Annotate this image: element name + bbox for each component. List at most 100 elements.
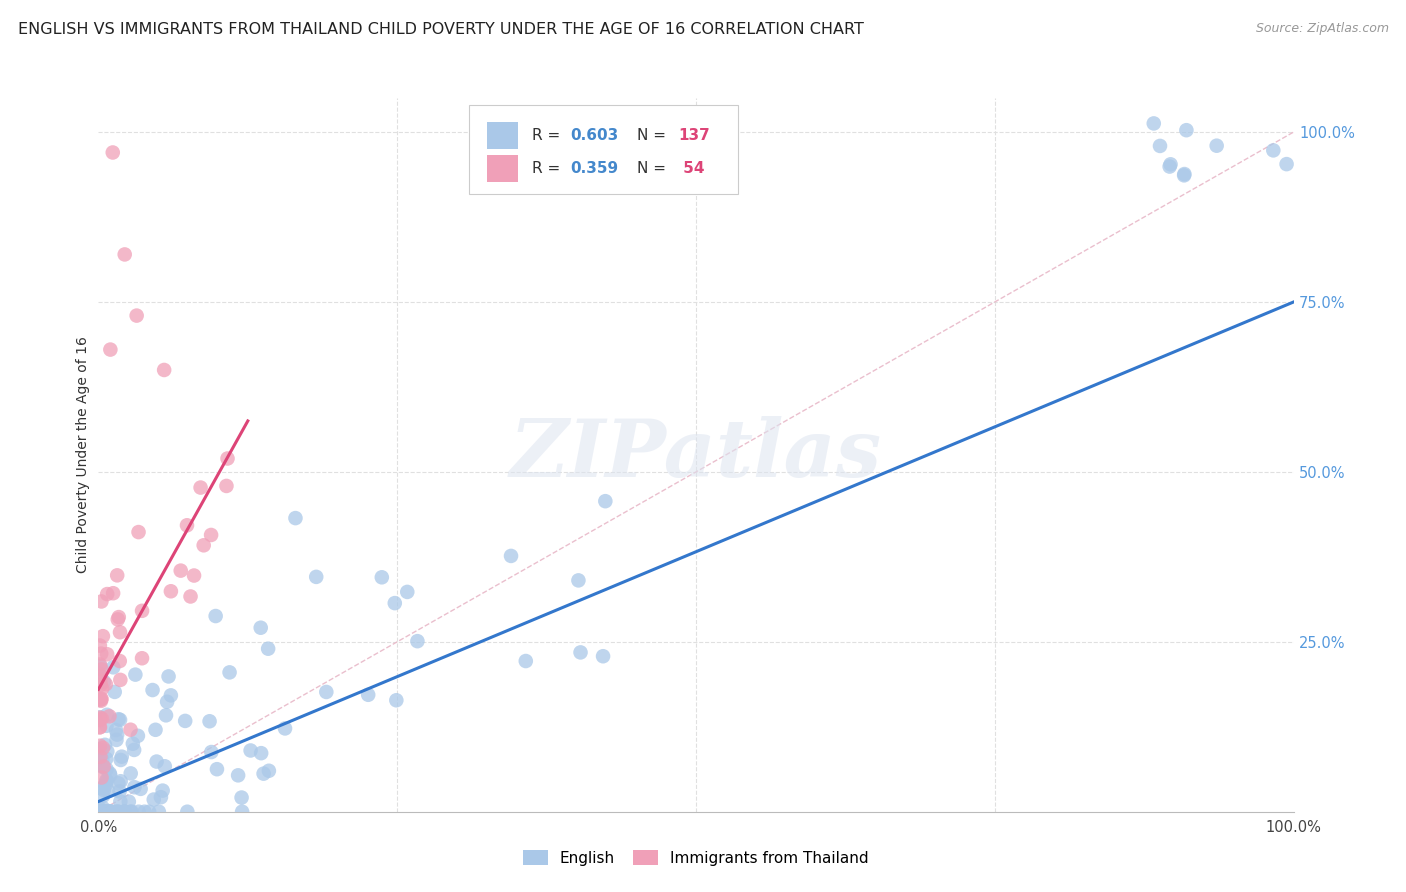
Point bbox=[96, 752, 118, 766]
Point bbox=[170, 564, 193, 578]
Point bbox=[226, 768, 249, 782]
Point bbox=[89, 673, 111, 687]
Point bbox=[90, 678, 112, 692]
Point bbox=[93, 805, 115, 819]
Point bbox=[111, 749, 134, 764]
Point bbox=[257, 764, 280, 778]
Point bbox=[198, 714, 221, 729]
Point bbox=[1205, 138, 1227, 153]
Point bbox=[125, 309, 148, 323]
Point bbox=[91, 758, 114, 772]
FancyBboxPatch shape bbox=[470, 105, 738, 194]
Point bbox=[90, 647, 112, 661]
Point bbox=[120, 805, 142, 819]
Point bbox=[190, 481, 212, 495]
Point bbox=[385, 693, 408, 707]
Point bbox=[101, 805, 124, 819]
Point bbox=[96, 719, 118, 733]
Point bbox=[129, 781, 152, 796]
Point bbox=[156, 695, 179, 709]
Bar bbox=[486, 155, 517, 182]
Point bbox=[107, 610, 129, 624]
Point bbox=[142, 683, 165, 698]
Point bbox=[107, 612, 129, 626]
Point bbox=[105, 805, 128, 819]
Point bbox=[592, 649, 614, 664]
Point bbox=[98, 804, 121, 818]
Legend: English, Immigrants from Thailand: English, Immigrants from Thailand bbox=[517, 844, 875, 871]
Point bbox=[131, 651, 153, 665]
Point bbox=[98, 805, 121, 819]
Point bbox=[104, 685, 127, 699]
Point bbox=[98, 805, 121, 819]
Point bbox=[93, 805, 115, 819]
Point bbox=[252, 766, 274, 780]
Point bbox=[357, 688, 380, 702]
Point bbox=[305, 570, 328, 584]
Text: N =: N = bbox=[637, 128, 671, 144]
Point bbox=[93, 805, 115, 819]
Point bbox=[1149, 139, 1171, 153]
Point bbox=[153, 759, 176, 773]
Point bbox=[98, 768, 121, 782]
Point bbox=[93, 805, 115, 819]
Point bbox=[96, 744, 118, 758]
Point bbox=[134, 805, 156, 819]
Point bbox=[108, 784, 131, 798]
Point bbox=[90, 805, 112, 819]
Point bbox=[257, 641, 280, 656]
Point bbox=[160, 584, 183, 599]
Point bbox=[93, 759, 115, 773]
Point bbox=[96, 587, 118, 601]
Point bbox=[124, 667, 146, 681]
Point bbox=[89, 693, 111, 707]
Point bbox=[90, 780, 112, 795]
Y-axis label: Child Poverty Under the Age of 16: Child Poverty Under the Age of 16 bbox=[76, 336, 90, 574]
Point bbox=[193, 538, 215, 552]
Point bbox=[91, 760, 114, 774]
Point bbox=[239, 743, 262, 757]
Point bbox=[595, 494, 617, 508]
Point bbox=[200, 745, 222, 759]
Point bbox=[94, 805, 117, 819]
Point bbox=[112, 805, 135, 819]
Text: ZIPatlas: ZIPatlas bbox=[510, 417, 882, 493]
Point bbox=[107, 805, 129, 819]
Point bbox=[157, 669, 180, 683]
Point bbox=[153, 363, 176, 377]
Point bbox=[105, 728, 128, 742]
Point bbox=[96, 773, 118, 788]
Point bbox=[96, 805, 118, 819]
Point bbox=[1173, 169, 1195, 183]
Point bbox=[89, 805, 111, 819]
Point bbox=[110, 795, 132, 809]
Point bbox=[96, 805, 118, 819]
Point bbox=[91, 741, 114, 756]
Point bbox=[89, 657, 111, 672]
Point bbox=[160, 689, 183, 703]
Point bbox=[96, 762, 118, 776]
Point bbox=[120, 723, 142, 737]
Point bbox=[128, 524, 150, 539]
Point bbox=[284, 511, 307, 525]
Point bbox=[142, 792, 165, 806]
Text: 0.603: 0.603 bbox=[571, 128, 619, 144]
Point bbox=[89, 639, 111, 653]
Point bbox=[567, 574, 589, 588]
Point bbox=[97, 784, 120, 798]
Point bbox=[108, 713, 131, 727]
Text: 137: 137 bbox=[678, 128, 710, 144]
Point bbox=[1263, 144, 1285, 158]
Point bbox=[98, 709, 121, 723]
Point bbox=[114, 247, 136, 261]
Point bbox=[204, 609, 226, 624]
Point bbox=[89, 720, 111, 734]
Point bbox=[98, 766, 121, 780]
Text: Source: ZipAtlas.com: Source: ZipAtlas.com bbox=[1256, 22, 1389, 36]
Point bbox=[90, 662, 112, 676]
Point bbox=[131, 604, 153, 618]
Point bbox=[89, 739, 111, 753]
Point bbox=[90, 805, 112, 819]
Point bbox=[124, 780, 146, 795]
Point bbox=[250, 746, 273, 760]
